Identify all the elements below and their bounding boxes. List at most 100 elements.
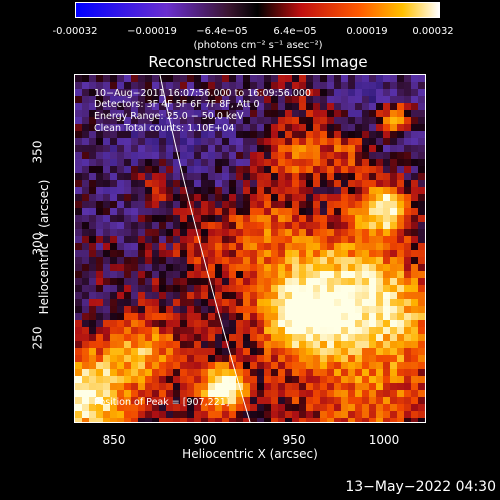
heatmap-cell <box>103 215 110 222</box>
heatmap-cell <box>404 117 411 124</box>
heatmap-cell <box>285 257 292 264</box>
heatmap-cell <box>110 264 117 271</box>
heatmap-cell <box>75 264 82 271</box>
y-axis-label: Heliocentric Y (arcsec) <box>37 179 51 315</box>
heatmap-cell <box>278 264 285 271</box>
heatmap-cell <box>320 299 327 306</box>
heatmap-cell <box>313 313 320 320</box>
heatmap-cell <box>341 376 348 383</box>
heatmap-cell <box>404 145 411 152</box>
heatmap-cell <box>313 145 320 152</box>
heatmap-cell <box>362 124 369 131</box>
heatmap-cell <box>355 292 362 299</box>
heatmap-cell <box>82 222 89 229</box>
heatmap-cell <box>418 390 425 397</box>
heatmap-cell <box>383 138 390 145</box>
heatmap-cell <box>313 236 320 243</box>
heatmap-cell <box>390 327 397 334</box>
heatmap-cell <box>96 390 103 397</box>
heatmap-cell <box>299 404 306 411</box>
heatmap-cell <box>152 404 159 411</box>
heatmap-cell <box>355 411 362 418</box>
heatmap-cell <box>257 173 264 180</box>
heatmap-cell <box>362 418 369 422</box>
heatmap-cell <box>89 236 96 243</box>
heatmap-cell <box>264 292 271 299</box>
heatmap-cell <box>411 166 418 173</box>
heatmap-cell <box>397 89 404 96</box>
heatmap-cell <box>320 404 327 411</box>
heatmap-cell <box>418 278 425 285</box>
heatmap-cell <box>404 236 411 243</box>
heatmap-cell <box>145 208 152 215</box>
heatmap-cell <box>117 243 124 250</box>
heatmap-cell <box>131 117 138 124</box>
heatmap-cell <box>313 243 320 250</box>
heatmap-cell <box>334 320 341 327</box>
heatmap-cell <box>292 236 299 243</box>
heatmap-cell <box>271 236 278 243</box>
heatmap-cell <box>110 173 117 180</box>
heatmap-cell <box>131 397 138 404</box>
heatmap-cell <box>103 110 110 117</box>
heatmap-cell <box>117 348 124 355</box>
heatmap-cell <box>271 369 278 376</box>
heatmap-cell <box>320 264 327 271</box>
heatmap-cell <box>320 348 327 355</box>
heatmap-cell <box>264 404 271 411</box>
heatmap-cell <box>131 215 138 222</box>
heatmap-cell <box>250 187 257 194</box>
heatmap-cell <box>292 250 299 257</box>
heatmap-cell <box>327 341 334 348</box>
heatmap-cell <box>292 124 299 131</box>
heatmap-cell <box>348 75 355 82</box>
heatmap-cell <box>264 208 271 215</box>
heatmap-cell <box>404 285 411 292</box>
heatmap-cell <box>397 250 404 257</box>
heatmap-cell <box>334 292 341 299</box>
heatmap-cell <box>355 285 362 292</box>
heatmap-cell <box>327 152 334 159</box>
heatmap-cell <box>404 103 411 110</box>
heatmap-cell <box>117 362 124 369</box>
heatmap-cell <box>383 236 390 243</box>
heatmap-cell <box>334 201 341 208</box>
heatmap-cell <box>145 89 152 96</box>
heatmap-cell <box>103 138 110 145</box>
heatmap-cell <box>278 390 285 397</box>
heatmap-cell <box>110 397 117 404</box>
heatmap-cell <box>362 131 369 138</box>
heatmap-cell <box>369 390 376 397</box>
heatmap-cell <box>418 257 425 264</box>
heatmap-cell <box>341 194 348 201</box>
heatmap-cell <box>152 278 159 285</box>
heatmap-cell <box>278 117 285 124</box>
heatmap-cell <box>313 208 320 215</box>
heatmap-cell <box>369 341 376 348</box>
heatmap-cell <box>82 236 89 243</box>
heatmap-cell <box>327 201 334 208</box>
heatmap-cell <box>299 355 306 362</box>
heatmap-cell <box>89 138 96 145</box>
heatmap-cell <box>152 418 159 422</box>
heatmap-cell <box>418 222 425 229</box>
heatmap-cell <box>355 362 362 369</box>
heatmap-cell <box>348 103 355 110</box>
heatmap-cell <box>404 271 411 278</box>
heatmap-cell <box>418 355 425 362</box>
heatmap-cell <box>257 355 264 362</box>
heatmap-cell <box>131 250 138 257</box>
heatmap-cell <box>411 313 418 320</box>
heatmap-cell <box>404 131 411 138</box>
heatmap-cell <box>397 334 404 341</box>
heatmap-cell <box>383 215 390 222</box>
heatmap-cell <box>313 229 320 236</box>
heatmap-cell <box>369 327 376 334</box>
heatmap-cell <box>376 397 383 404</box>
heatmap-cell <box>103 320 110 327</box>
heatmap-cell <box>82 334 89 341</box>
heatmap-cell <box>103 152 110 159</box>
heatmap-cell <box>271 348 278 355</box>
heatmap-cell <box>145 173 152 180</box>
heatmap-cell <box>278 82 285 89</box>
